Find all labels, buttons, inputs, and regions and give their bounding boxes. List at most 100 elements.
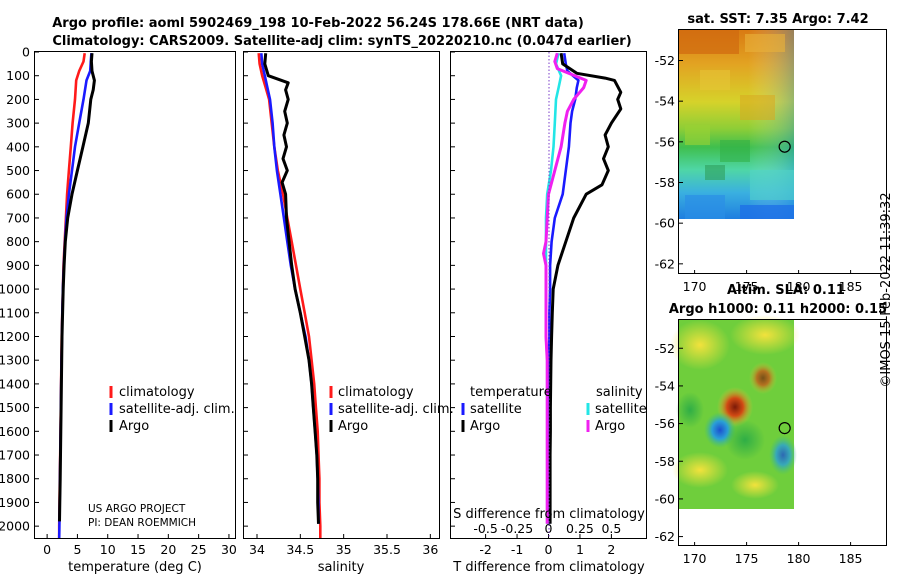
series-line-argo: [263, 53, 320, 524]
depth-tick-label: 300: [6, 116, 30, 131]
lon-tick-label: 170: [683, 551, 707, 566]
sst-map-image: [679, 30, 794, 219]
depth-tick-label: 1300: [0, 353, 30, 368]
salinity-xlabel: salinity: [318, 560, 365, 575]
temperature-tick-label: 25: [191, 542, 207, 557]
series-line-temperature-Argo: [548, 52, 623, 524]
temperature-legend: climatology satellite-adj. clim. Argo: [109, 385, 235, 434]
lon-tick-label: 185: [839, 279, 863, 294]
sla-map-image: [670, 315, 800, 509]
depth-tick-label: 1000: [0, 282, 30, 297]
legend-climatology: climatology: [338, 385, 414, 400]
difference-series: [542, 52, 623, 524]
legend-salinity-header: salinity: [596, 385, 643, 400]
depth-tick-label: 1900: [0, 495, 30, 510]
lon-tick-label: 175: [735, 551, 759, 566]
sla-map-subtitle: Argo h1000: 0.11 h2000: 0.15: [669, 302, 887, 317]
temperature-tick-label: 0: [43, 542, 51, 557]
lon-tick-label: 185: [839, 551, 863, 566]
salinity-tick-label: 35.5: [373, 542, 401, 557]
depth-tick-label: 1600: [0, 424, 30, 439]
salinity-panel: [243, 51, 440, 539]
lon-tick-label: 180: [787, 279, 811, 294]
lon-tick-label: 175: [735, 279, 759, 294]
salinity-tick-label: 35: [336, 542, 352, 557]
sal-diff-tick-label: 0.25: [566, 521, 594, 536]
legend-sal-argo: Argo: [595, 419, 625, 434]
depth-tick-label: 900: [6, 258, 30, 273]
lat-tick-label: -62: [655, 529, 675, 544]
sst-argo-marker: [778, 140, 791, 153]
depth-tick-label: 1800: [0, 471, 30, 486]
depth-tick-label: 1100: [0, 305, 30, 320]
lat-tick-label: -56: [655, 416, 675, 431]
depth-tick-label: 200: [6, 92, 30, 107]
depth-tick-label: 1400: [0, 376, 30, 391]
sla-argo-marker: [778, 422, 791, 435]
difference-xlabel-top: S difference from climatology: [453, 507, 645, 522]
temperature-tick-label: 15: [130, 542, 146, 557]
series-line-argo: [58, 53, 96, 522]
lon-tick-label: 180: [787, 551, 811, 566]
depth-tick-label: 0: [22, 45, 30, 60]
temperature-tick-label: 30: [221, 542, 237, 557]
lat-tick-label: -58: [655, 454, 675, 469]
lat-tick-label: -54: [655, 378, 675, 393]
depth-tick-label: 600: [6, 187, 30, 202]
lat-tick-label: -52: [655, 341, 675, 356]
depth-tick-label: 400: [6, 139, 30, 154]
legend-argo: Argo: [338, 419, 368, 434]
lat-tick-label: -60: [655, 216, 675, 231]
difference-xlabel: T difference from climatology: [452, 560, 645, 575]
depth-tick-label: 700: [6, 210, 30, 225]
lat-tick-label: -54: [655, 94, 675, 109]
figure-title-line1: Argo profile: aoml 5902469_198 10-Feb-20…: [52, 16, 584, 31]
temperature-xlabel: temperature (deg C): [68, 560, 202, 575]
temperature-panel: [34, 51, 236, 539]
sst-map-ticks: 170 175 180 185 -52 -54 -56 -58 -60 -62: [655, 53, 863, 294]
project-line1: US ARGO PROJECT: [88, 503, 186, 515]
depth-tick-label: 1500: [0, 400, 30, 415]
axis-ticks: 0100200300400500600700800900100011001200…: [0, 45, 621, 558]
depth-tick-label: 800: [6, 234, 30, 249]
sal-diff-tick-label: -0.25: [501, 521, 533, 536]
series-line-satellite-adj-clim-: [260, 53, 320, 524]
lat-tick-label: -60: [655, 491, 675, 506]
lat-tick-label: -58: [655, 175, 675, 190]
temperature-tick-label: 5: [73, 542, 81, 557]
salinity-tick-label: 34.5: [286, 542, 314, 557]
series-line-salinity-Argo: [542, 52, 588, 524]
project-line2: PI: DEAN ROEMMICH: [88, 517, 196, 529]
sst-map-title: sat. SST: 7.35 Argo: 7.42: [687, 12, 868, 27]
legend-temp-satellite: satellite: [470, 402, 522, 417]
salinity-tick-label: 34: [249, 542, 265, 557]
legend-temp-argo: Argo: [470, 419, 500, 434]
salinity-tick-label: 36: [422, 542, 438, 557]
legend-argo: Argo: [119, 419, 149, 434]
difference-panel: [450, 51, 647, 539]
temperature-tick-label: 20: [160, 542, 176, 557]
depth-tick-label: 2000: [0, 519, 30, 534]
sla-map-title: Altim. SLA: 0.11: [727, 283, 845, 298]
salinity-legend: climatology satellite-adj. clim. Argo: [329, 385, 454, 434]
sal-diff-tick-label: -0.5: [473, 521, 497, 536]
depth-tick-label: 1200: [0, 329, 30, 344]
temp-diff-tick-label: -2: [479, 542, 491, 557]
temp-diff-tick-label: -1: [511, 542, 523, 557]
temperature-series: [57, 53, 96, 539]
sst-map-frame: [678, 29, 887, 274]
imos-credit: ©IMOS 15-Feb-2022 11:39:32: [879, 192, 894, 387]
salinity-series: [257, 53, 322, 538]
figure-title-line2: Climatology: CARS2009. Satellite-adj cli…: [52, 34, 631, 49]
lon-tick-label: 170: [683, 279, 707, 294]
temp-diff-tick-label: 1: [576, 542, 584, 557]
difference-legend-salinity: salinity satellite Argo: [586, 385, 647, 434]
depth-tick-label: 1700: [0, 448, 30, 463]
lat-tick-label: -52: [655, 53, 675, 68]
temp-diff-tick-label: 2: [607, 542, 615, 557]
legend-satellite: satellite-adj. clim.: [338, 402, 454, 417]
depth-tick-label: 100: [6, 68, 30, 83]
sal-diff-tick-label: 0.5: [601, 521, 621, 536]
series-line-climatology: [257, 53, 322, 538]
